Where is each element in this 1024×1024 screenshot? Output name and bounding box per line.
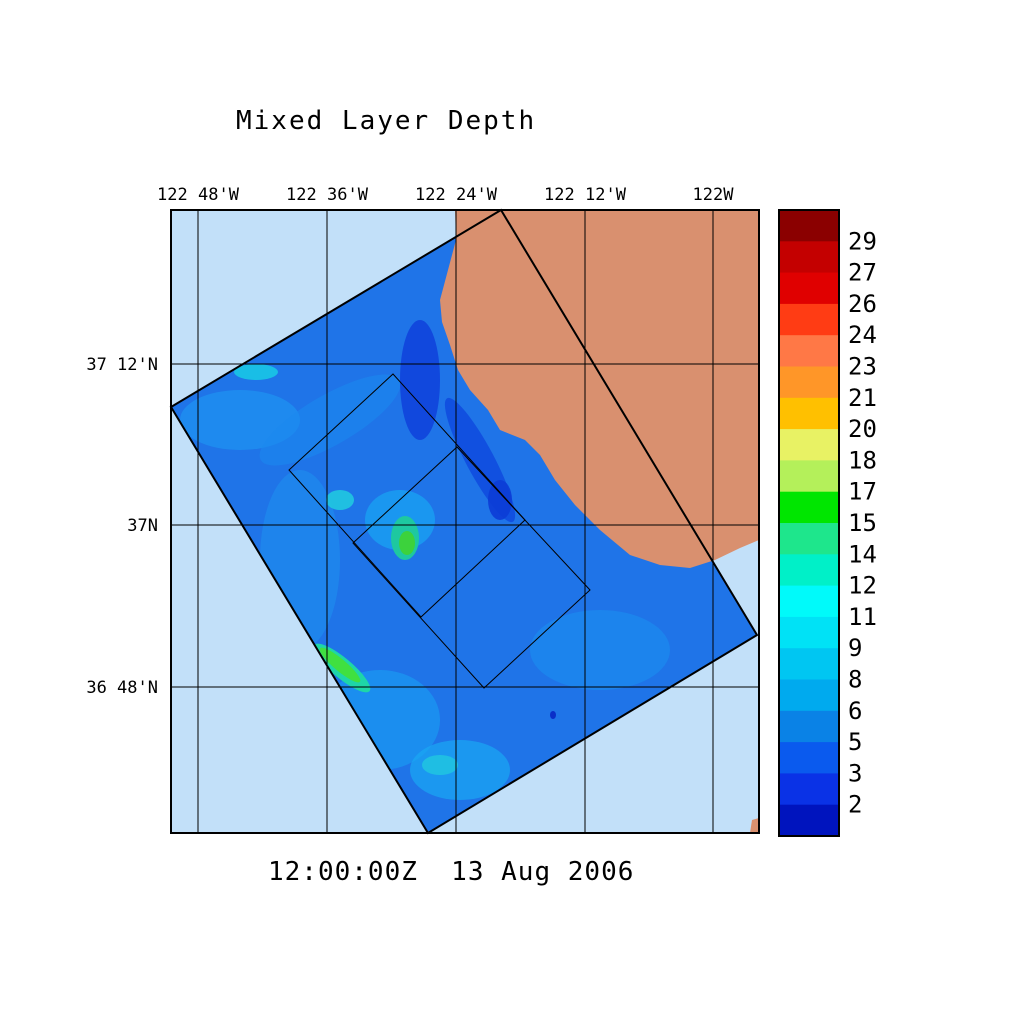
timestamp-label: 12:00:00Z 13 Aug 2006 — [268, 857, 635, 887]
depth-patch — [410, 740, 510, 800]
color-bar-segment — [779, 397, 839, 430]
depth-patch — [180, 390, 300, 450]
color-bar-label: 23 — [848, 353, 877, 381]
depth-patch — [530, 610, 670, 690]
color-bar-segment — [779, 429, 839, 461]
map-frame — [170, 209, 760, 834]
color-bar-label: 5 — [848, 728, 862, 756]
color-bar-label: 24 — [848, 321, 877, 349]
color-bar-segment — [779, 366, 839, 399]
monterey-peninsula-land — [750, 818, 759, 833]
color-bar-label: 11 — [848, 603, 877, 631]
latitude-labels: 37 12'N 37N 36 48'N — [86, 355, 158, 698]
depth-anomaly — [399, 531, 415, 555]
depth-patch — [234, 364, 278, 380]
lon-label: 122 48'W — [157, 185, 240, 205]
california-coast-land — [440, 210, 759, 568]
color-bar-label: 21 — [848, 384, 877, 412]
graticule — [171, 210, 759, 833]
depth-anomaly — [319, 647, 361, 683]
color-bar-label: 18 — [848, 446, 877, 474]
color-bar-segment — [779, 648, 839, 680]
color-bar-label: 3 — [848, 759, 862, 787]
figure-title: Mixed Layer Depth — [236, 106, 537, 136]
color-bar-label: 14 — [848, 540, 877, 568]
color-bar-label: 20 — [848, 415, 877, 443]
color-bar-segment — [779, 241, 839, 274]
color-bar-segment — [779, 303, 839, 336]
lat-label: 36 48'N — [86, 678, 158, 698]
color-bar-label: 27 — [848, 259, 877, 287]
color-bar-segment — [779, 616, 839, 649]
color-bar-segment — [779, 554, 839, 587]
color-bar-segment — [779, 585, 839, 618]
depth-patch — [422, 755, 458, 775]
color-bar-label: 15 — [848, 509, 877, 537]
lon-label: 122 12'W — [544, 185, 627, 205]
color-bar-label: 26 — [848, 290, 877, 318]
shallow-band — [550, 711, 556, 719]
color-bar-segment — [779, 335, 839, 367]
color-bar-segment — [779, 523, 839, 555]
lon-label: 122W — [693, 185, 735, 205]
color-bar-segment — [779, 804, 839, 837]
color-bar-segment — [779, 742, 839, 774]
color-bar-label: 9 — [848, 634, 862, 662]
depth-patch — [326, 490, 354, 510]
color-bar-label: 12 — [848, 572, 877, 600]
color-bar-frame — [778, 209, 840, 837]
lat-label: 37N — [127, 516, 158, 536]
color-bar-segment — [779, 460, 839, 493]
color-bar-label: 8 — [848, 666, 862, 694]
lon-label: 122 24'W — [415, 185, 498, 205]
color-scale-labels: 29 27 26 24 23 21 20 18 17 15 14 12 11 9 8 6 5 3 2 — [848, 227, 877, 818]
color-bar-label: 29 — [848, 227, 877, 255]
color-bar-segment — [779, 272, 839, 305]
shallow-band — [488, 480, 512, 520]
color-bar-segment — [779, 210, 839, 242]
shallow-band — [400, 320, 440, 440]
lat-label: 37 12'N — [86, 355, 158, 375]
color-bar-segment — [779, 773, 839, 806]
depth-patch — [259, 374, 401, 466]
color-bar-label: 6 — [848, 697, 862, 725]
color-bar-segment — [779, 679, 839, 712]
color-bar-segment — [779, 710, 839, 743]
model-domain-outline — [169, 208, 759, 835]
lon-label: 122 36'W — [286, 185, 369, 205]
nested-grid-outline — [352, 446, 591, 689]
color-bar-label: 2 — [848, 791, 862, 819]
color-bar-segment — [779, 491, 839, 524]
color-scale-bar — [778, 209, 840, 837]
color-bar-label: 17 — [848, 478, 877, 506]
longitude-labels: 122 48'W 122 36'W 122 24'W 122 12'W 122W — [157, 185, 734, 205]
